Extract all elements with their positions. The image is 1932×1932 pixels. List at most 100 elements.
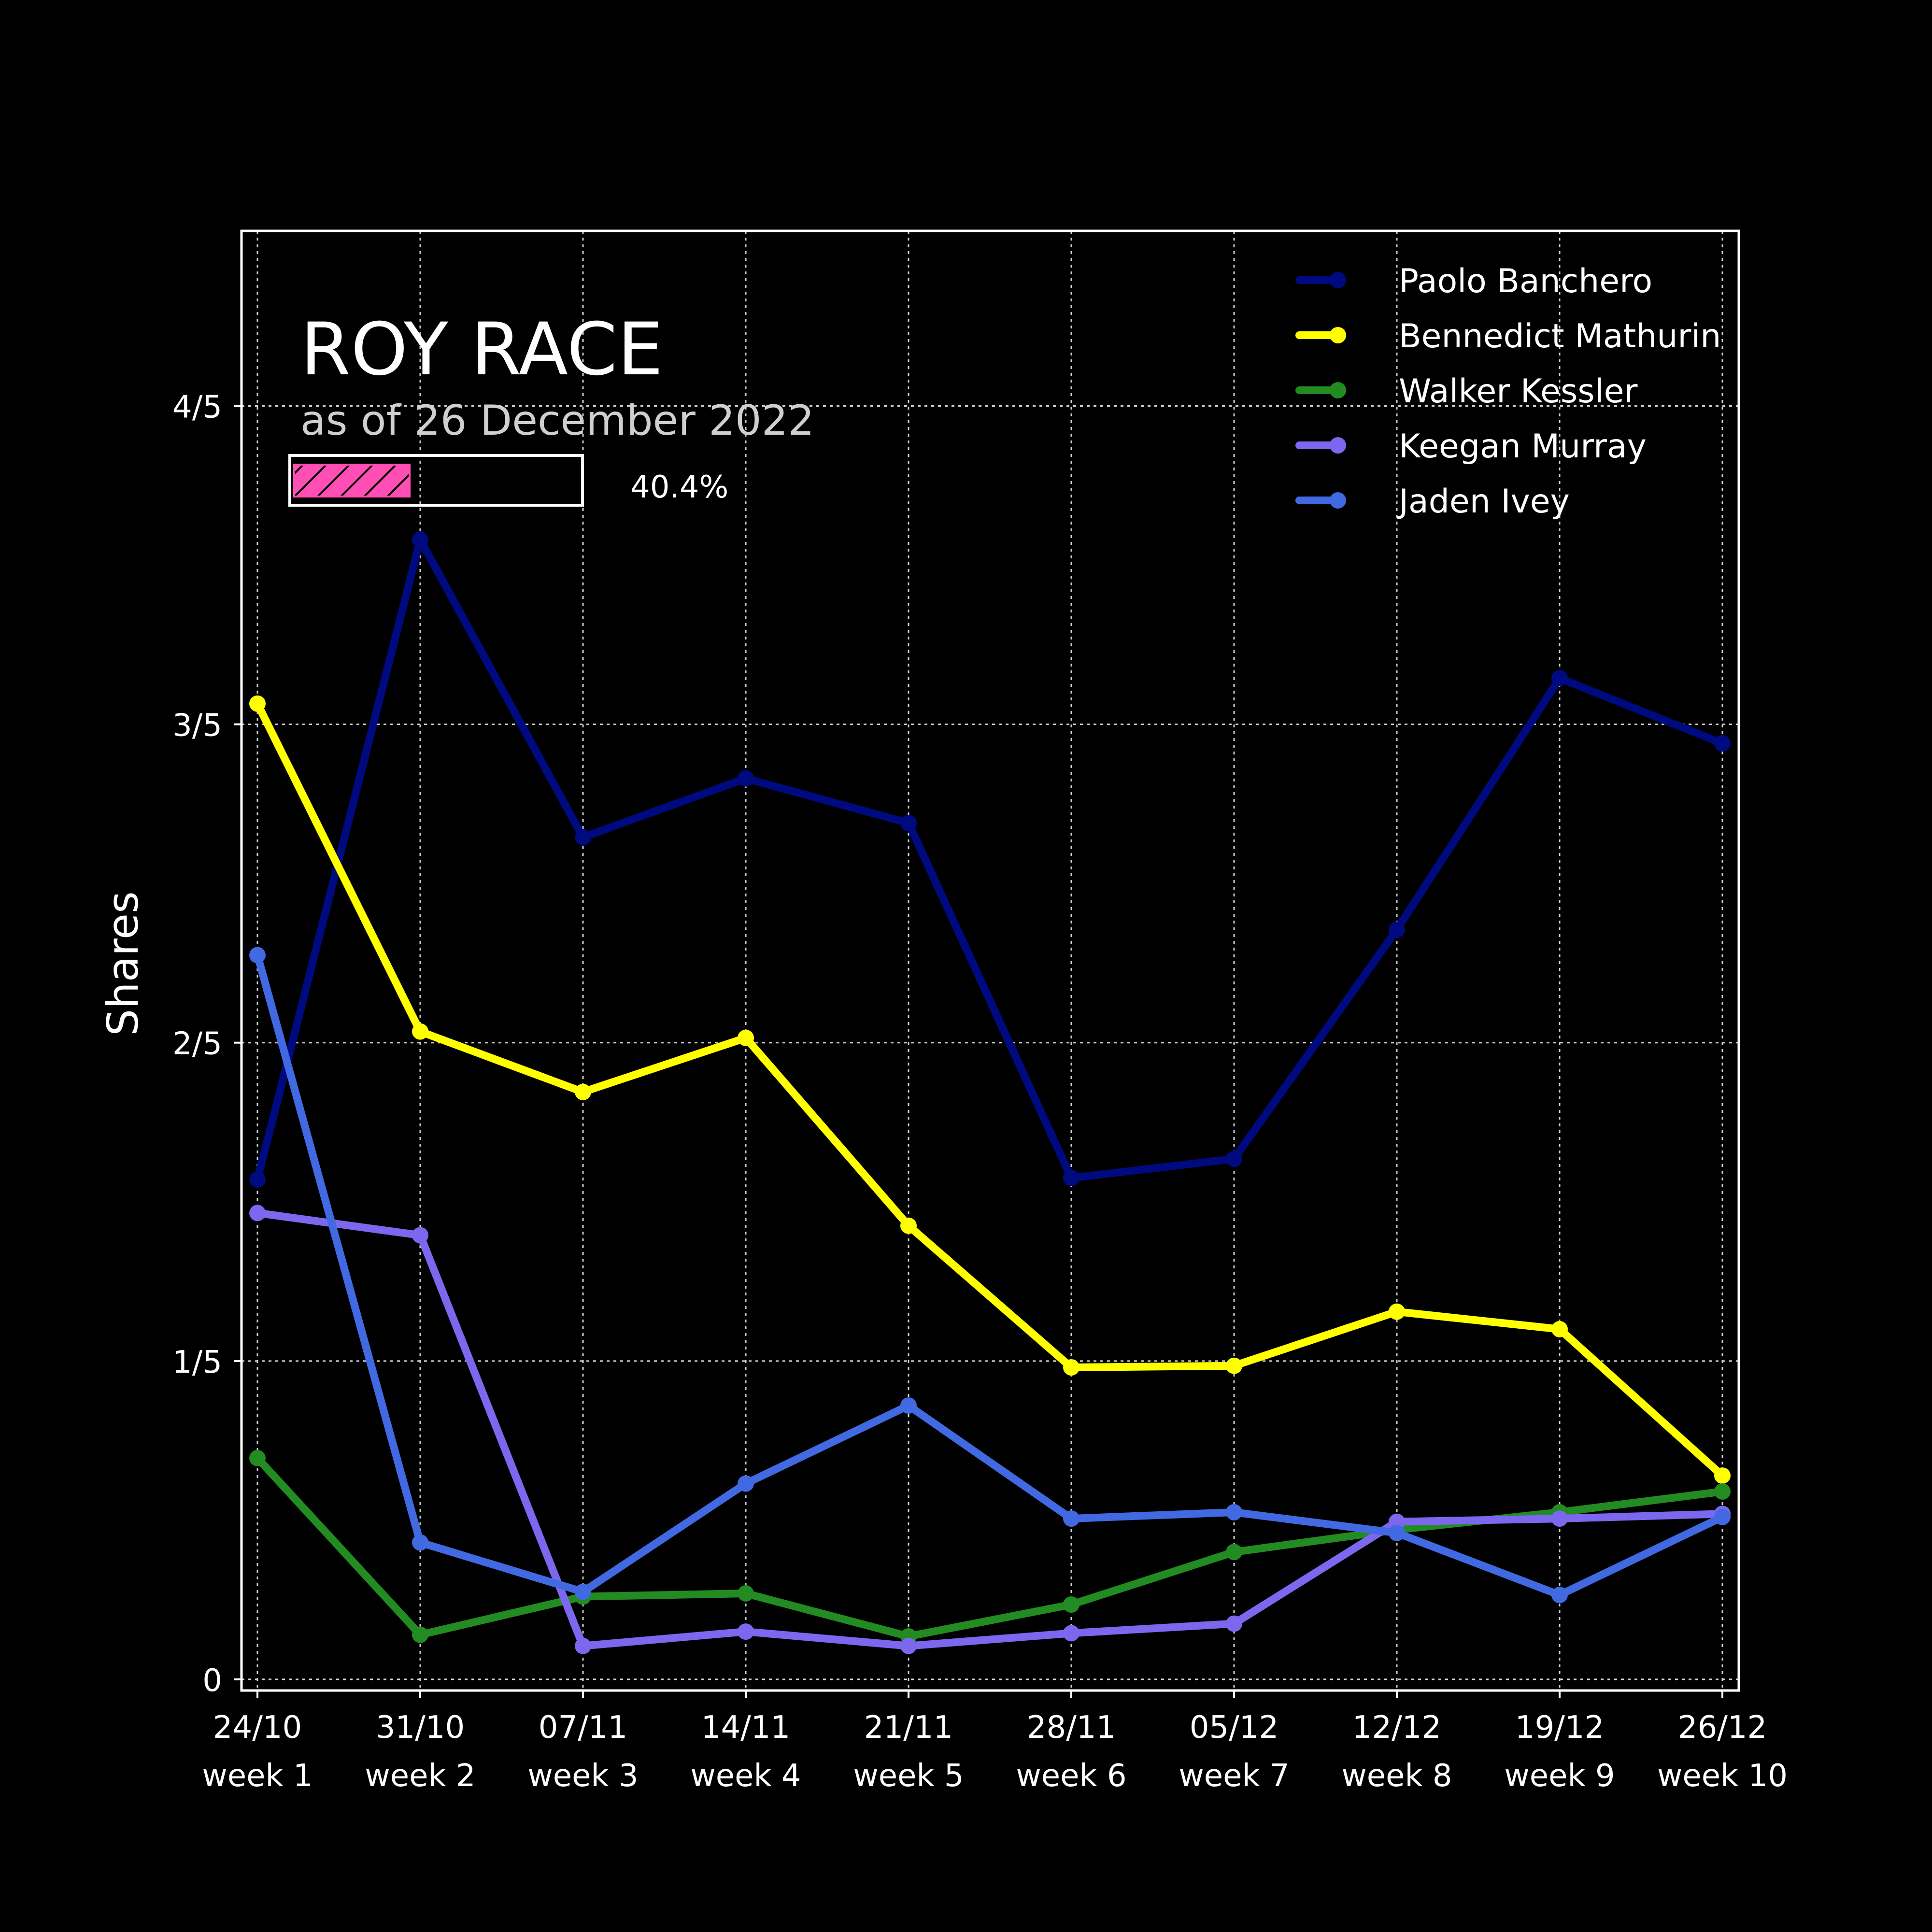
x-tick-sublabel: week 2: [365, 1758, 475, 1794]
data-point-walker-kessler: [738, 1585, 754, 1602]
x-tick-label: 26/12: [1678, 1710, 1767, 1746]
y-tick-label: 1/5: [172, 1345, 222, 1380]
data-point-paolo-banchero: [575, 829, 591, 846]
x-tick-label: 24/10: [213, 1710, 302, 1746]
data-point-walker-kessler: [412, 1626, 428, 1643]
data-point-paolo-banchero: [1063, 1169, 1080, 1186]
data-point-jaden-ivey: [1063, 1510, 1080, 1527]
data-point-keegan-murray: [412, 1227, 428, 1244]
progress-track: [288, 454, 584, 507]
data-point-walker-kessler: [249, 1449, 266, 1466]
legend-marker-walker-kessler: [1330, 382, 1346, 398]
x-tick-label: 28/11: [1027, 1710, 1116, 1746]
data-point-jaden-ivey: [738, 1475, 754, 1492]
chart-title: ROY RACE: [300, 308, 663, 392]
data-point-bennedict-mathurin: [575, 1083, 591, 1100]
data-point-keegan-murray: [900, 1637, 917, 1654]
data-point-jaden-ivey: [900, 1397, 917, 1414]
x-tick-label: 19/12: [1515, 1710, 1604, 1746]
legend-label-bennedict-mathurin: Bennedict Mathurin: [1399, 317, 1721, 355]
legend-label-paolo-banchero: Paolo Banchero: [1399, 262, 1652, 300]
x-tick-sublabel: week 10: [1657, 1758, 1788, 1794]
x-tick-label: 21/11: [864, 1710, 953, 1746]
title-block: ROY RACE as of 26 December 2022 40.4%: [288, 308, 814, 507]
progress-label: 40.4%: [630, 469, 728, 505]
data-point-paolo-banchero: [1389, 921, 1405, 938]
y-axis-title: Shares: [98, 891, 148, 1036]
data-point-jaden-ivey: [412, 1534, 428, 1551]
data-point-keegan-murray: [575, 1637, 591, 1654]
data-point-walker-kessler: [1063, 1596, 1080, 1613]
data-point-bennedict-mathurin: [1714, 1467, 1731, 1484]
data-point-paolo-banchero: [900, 814, 917, 831]
data-point-paolo-banchero: [249, 1171, 266, 1188]
y-tick-label: 3/5: [172, 708, 222, 744]
data-point-paolo-banchero: [412, 531, 428, 548]
series-line-keegan-murray: [254, 1209, 1726, 1650]
legend-label-walker-kessler: Walker Kessler: [1399, 372, 1637, 411]
legend-marker-paolo-banchero: [1330, 272, 1346, 288]
data-point-paolo-banchero: [1551, 670, 1568, 687]
data-point-paolo-banchero: [1714, 735, 1731, 752]
x-tick-sublabel: week 3: [527, 1758, 638, 1794]
data-point-bennedict-mathurin: [900, 1217, 917, 1234]
series-jaden-ivey: [249, 947, 1731, 1604]
axes: [240, 229, 1740, 1692]
plot-frame: [240, 229, 1740, 1692]
x-tick-label: 05/12: [1190, 1710, 1279, 1746]
x-tick-sublabel: week 7: [1179, 1758, 1289, 1794]
data-point-paolo-banchero: [1226, 1151, 1242, 1167]
data-point-bennedict-mathurin: [1389, 1303, 1405, 1320]
data-point-keegan-murray: [738, 1623, 754, 1640]
x-tick-sublabel: week 9: [1504, 1758, 1615, 1794]
series-bennedict-mathurin: [249, 695, 1731, 1484]
legend-marker-bennedict-mathurin: [1330, 327, 1346, 343]
x-tick-label: 12/12: [1352, 1710, 1441, 1746]
data-point-paolo-banchero: [738, 770, 754, 787]
legend-label-jaden-ivey: Jaden Ivey: [1397, 483, 1570, 521]
data-point-jaden-ivey: [249, 947, 266, 964]
x-tick-sublabel: week 8: [1341, 1758, 1452, 1794]
x-tick-sublabel: week 4: [690, 1758, 801, 1794]
data-point-bennedict-mathurin: [412, 1023, 428, 1040]
x-tick-sublabel: week 1: [202, 1758, 313, 1794]
data-point-bennedict-mathurin: [1063, 1359, 1080, 1376]
series-line-paolo-banchero: [254, 536, 1726, 1184]
data-point-keegan-murray: [1226, 1615, 1242, 1632]
series-layer: [249, 531, 1731, 1654]
data-point-walker-kessler: [1714, 1483, 1731, 1500]
data-point-bennedict-mathurin: [1551, 1321, 1568, 1337]
series-paolo-banchero: [249, 531, 1731, 1188]
x-tick-sublabel: week 6: [1016, 1758, 1126, 1794]
y-tick-label: 4/5: [172, 390, 222, 426]
legend: Paolo Banchero Bennedict Mathurin Walker K…: [1295, 262, 1721, 521]
data-point-jaden-ivey: [1389, 1524, 1405, 1541]
progress-fill: [293, 464, 411, 497]
data-point-keegan-murray: [1063, 1625, 1080, 1642]
data-point-jaden-ivey: [1714, 1508, 1731, 1525]
data-point-keegan-murray: [249, 1205, 266, 1222]
data-point-jaden-ivey: [575, 1583, 591, 1600]
data-point-bennedict-mathurin: [249, 695, 266, 712]
series-line-jaden-ivey: [254, 951, 1726, 1599]
x-tick-label: 31/10: [376, 1710, 465, 1746]
series-line-bennedict-mathurin: [254, 699, 1726, 1480]
x-tick-label: 07/11: [539, 1710, 627, 1746]
ticks: 24/10 week 1 31/10 week 2 07/11 week 3 14/11 we…: [172, 390, 1788, 1794]
legend-marker-jaden-ivey: [1330, 492, 1346, 509]
data-point-jaden-ivey: [1551, 1587, 1568, 1604]
data-point-keegan-murray: [1551, 1510, 1568, 1527]
data-point-bennedict-mathurin: [1226, 1357, 1242, 1374]
data-point-jaden-ivey: [1226, 1504, 1242, 1520]
data-point-bennedict-mathurin: [738, 1029, 754, 1046]
legend-marker-keegan-murray: [1330, 437, 1346, 454]
y-tick-label: 0: [202, 1663, 222, 1699]
data-point-walker-kessler: [1226, 1544, 1242, 1561]
legend-label-keegan-murray: Keegan Murray: [1399, 427, 1647, 466]
x-tick-sublabel: week 5: [853, 1758, 964, 1794]
y-tick-label: 2/5: [172, 1026, 222, 1062]
x-tick-label: 14/11: [701, 1710, 790, 1746]
chart-subtitle: as of 26 December 2022: [300, 397, 814, 445]
